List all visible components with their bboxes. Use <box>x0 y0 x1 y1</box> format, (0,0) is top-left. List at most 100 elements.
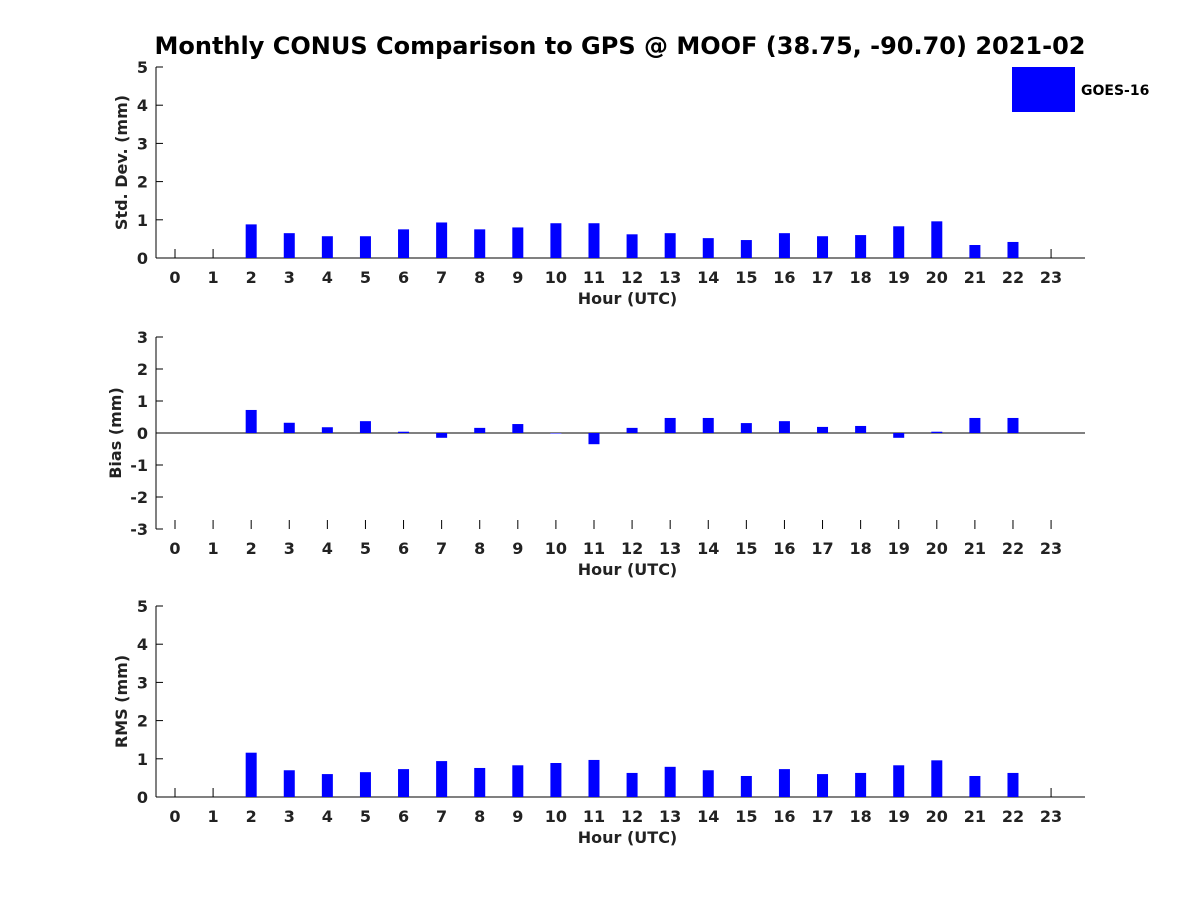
x-tick-label: 23 <box>1040 539 1062 558</box>
bar-19 <box>893 433 905 438</box>
x-tick-label: 18 <box>849 539 871 558</box>
x-tick-label: 22 <box>1002 539 1024 558</box>
bar-7 <box>436 433 448 438</box>
bar-5 <box>359 236 371 258</box>
x-tick-label: 17 <box>811 807 833 826</box>
bar-2 <box>245 409 257 433</box>
bar-11 <box>588 759 600 797</box>
x-tick-label: 5 <box>360 539 371 558</box>
bar-3 <box>283 233 295 258</box>
legend-label: GOES-16 <box>1081 83 1149 99</box>
bar-17 <box>817 236 829 258</box>
bar-14 <box>702 770 714 797</box>
y-tick-label: 0 <box>137 788 148 807</box>
bar-3 <box>283 770 295 797</box>
bar-6 <box>398 769 410 797</box>
x-axis-label: Hour (UTC) <box>578 828 678 847</box>
x-tick-label: 8 <box>474 807 485 826</box>
bar-15 <box>740 240 752 258</box>
bar-8 <box>474 427 486 433</box>
bar-13 <box>664 766 676 797</box>
y-axis-label: Bias (mm) <box>106 387 125 479</box>
bar-16 <box>778 769 790 797</box>
y-tick-label: 3 <box>137 673 148 692</box>
x-tick-label: 21 <box>964 807 986 826</box>
x-tick-label: 0 <box>169 268 180 287</box>
y-tick-label: -3 <box>130 520 148 539</box>
bar-21 <box>969 417 981 433</box>
bar-2 <box>245 224 257 258</box>
x-tick-label: 19 <box>888 539 910 558</box>
x-tick-label: 13 <box>659 807 681 826</box>
x-tick-label: 12 <box>621 807 643 826</box>
x-tick-label: 3 <box>284 807 295 826</box>
bar-17 <box>817 774 829 797</box>
bar-20 <box>931 221 943 258</box>
x-axis-label: Hour (UTC) <box>578 289 678 308</box>
y-tick-label: -1 <box>130 456 148 475</box>
x-tick-label: 10 <box>545 268 567 287</box>
x-axis-label: Hour (UTC) <box>578 560 678 579</box>
x-tick-label: 18 <box>849 807 871 826</box>
bar-14 <box>702 238 714 258</box>
x-tick-label: 19 <box>888 268 910 287</box>
bar-16 <box>778 233 790 258</box>
x-tick-label: 23 <box>1040 268 1062 287</box>
bar-20 <box>931 431 943 433</box>
x-tick-label: 23 <box>1040 807 1062 826</box>
x-tick-label: 8 <box>474 268 485 287</box>
bar-7 <box>436 761 448 797</box>
x-tick-label: 15 <box>735 539 757 558</box>
legend: GOES-16 <box>1012 67 1149 112</box>
bar-9 <box>512 424 524 433</box>
y-tick-label: 5 <box>137 597 148 616</box>
x-tick-label: 5 <box>360 268 371 287</box>
bar-6 <box>398 229 410 258</box>
bar-21 <box>969 245 981 258</box>
bar-19 <box>893 226 905 258</box>
x-tick-label: 19 <box>888 807 910 826</box>
x-tick-label: 13 <box>659 539 681 558</box>
x-tick-label: 21 <box>964 539 986 558</box>
bar-18 <box>855 425 867 433</box>
x-tick-label: 9 <box>512 539 523 558</box>
y-tick-label: 0 <box>137 249 148 268</box>
x-tick-label: 0 <box>169 539 180 558</box>
y-axis-label: RMS (mm) <box>112 655 131 748</box>
chart-title: Monthly CONUS Comparison to GPS @ MOOF (… <box>155 32 1086 60</box>
y-tick-label: 2 <box>137 173 148 192</box>
bar-5 <box>359 772 371 797</box>
bar-4 <box>321 236 333 258</box>
y-tick-label: 0 <box>137 424 148 443</box>
bar-21 <box>969 775 981 797</box>
x-tick-label: 12 <box>621 268 643 287</box>
bar-22 <box>1007 417 1019 433</box>
x-tick-label: 17 <box>811 539 833 558</box>
bar-18 <box>855 772 867 797</box>
x-tick-label: 1 <box>208 268 219 287</box>
bar-12 <box>626 772 638 797</box>
x-tick-label: 6 <box>398 807 409 826</box>
bar-10 <box>550 763 562 797</box>
x-tick-label: 2 <box>246 807 257 826</box>
bar-18 <box>855 235 867 258</box>
x-tick-label: 11 <box>583 807 605 826</box>
y-tick-label: 1 <box>137 211 148 230</box>
bar-10 <box>550 433 562 434</box>
y-tick-label: -2 <box>130 488 148 507</box>
bar-17 <box>817 426 829 433</box>
x-tick-label: 9 <box>512 807 523 826</box>
x-tick-label: 16 <box>773 539 795 558</box>
x-tick-label: 14 <box>697 807 719 826</box>
bar-7 <box>436 222 448 258</box>
y-tick-label: 4 <box>137 96 148 115</box>
x-tick-label: 20 <box>926 807 948 826</box>
x-tick-label: 11 <box>583 268 605 287</box>
legend-swatch <box>1012 67 1075 112</box>
x-tick-label: 2 <box>246 268 257 287</box>
bar-14 <box>702 417 714 433</box>
